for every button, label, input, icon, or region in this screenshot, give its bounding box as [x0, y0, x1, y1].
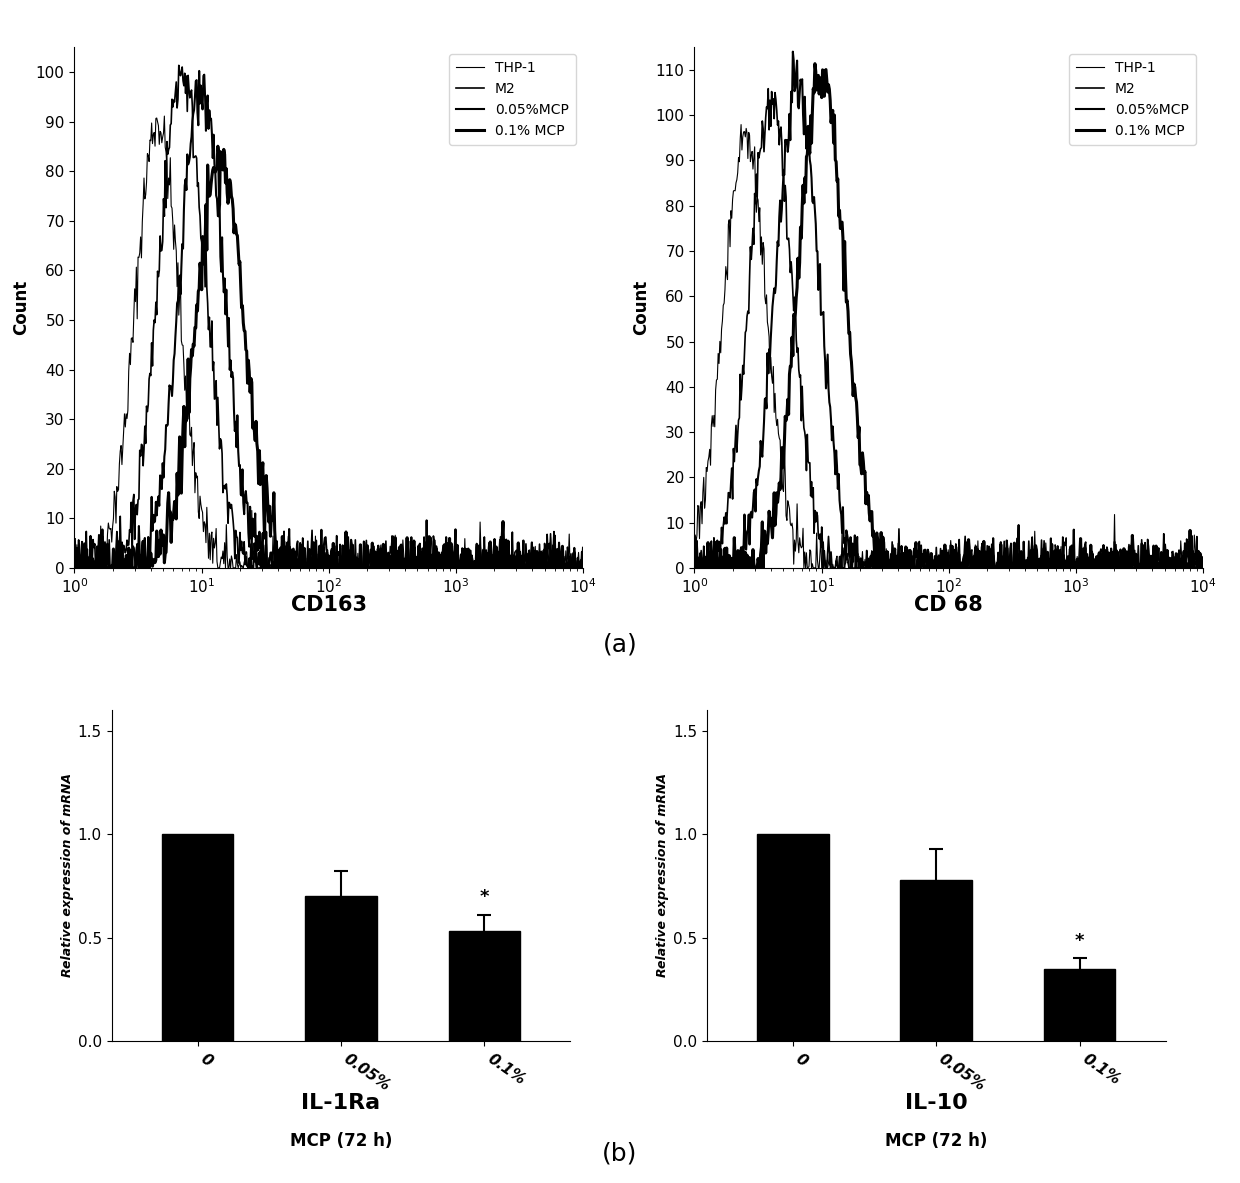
Text: *: * — [1075, 932, 1084, 950]
X-axis label: MCP (72 h): MCP (72 h) — [885, 1132, 987, 1150]
Bar — [305, 897, 377, 1041]
Bar — [1044, 969, 1116, 1041]
Text: CD163: CD163 — [290, 595, 367, 615]
Y-axis label: Relative expression of mRNA: Relative expression of mRNA — [61, 774, 73, 977]
Text: (b): (b) — [603, 1142, 637, 1165]
Y-axis label: Count: Count — [632, 280, 650, 335]
Text: IL-10: IL-10 — [905, 1093, 967, 1113]
Text: (a): (a) — [603, 633, 637, 657]
Legend: THP-1, M2, 0.05%MCP, 0.1% MCP: THP-1, M2, 0.05%MCP, 0.1% MCP — [1069, 54, 1195, 146]
Bar — [756, 834, 828, 1041]
Y-axis label: Relative expression of mRNA: Relative expression of mRNA — [656, 774, 668, 977]
Y-axis label: Count: Count — [12, 280, 30, 335]
Text: CD 68: CD 68 — [914, 595, 983, 615]
Legend: THP-1, M2, 0.05%MCP, 0.1% MCP: THP-1, M2, 0.05%MCP, 0.1% MCP — [449, 54, 575, 146]
Text: IL-1Ra: IL-1Ra — [301, 1093, 381, 1113]
Bar — [900, 880, 972, 1041]
Bar — [449, 931, 521, 1041]
X-axis label: MCP (72 h): MCP (72 h) — [290, 1132, 392, 1150]
Text: *: * — [480, 888, 489, 906]
Bar — [161, 834, 233, 1041]
